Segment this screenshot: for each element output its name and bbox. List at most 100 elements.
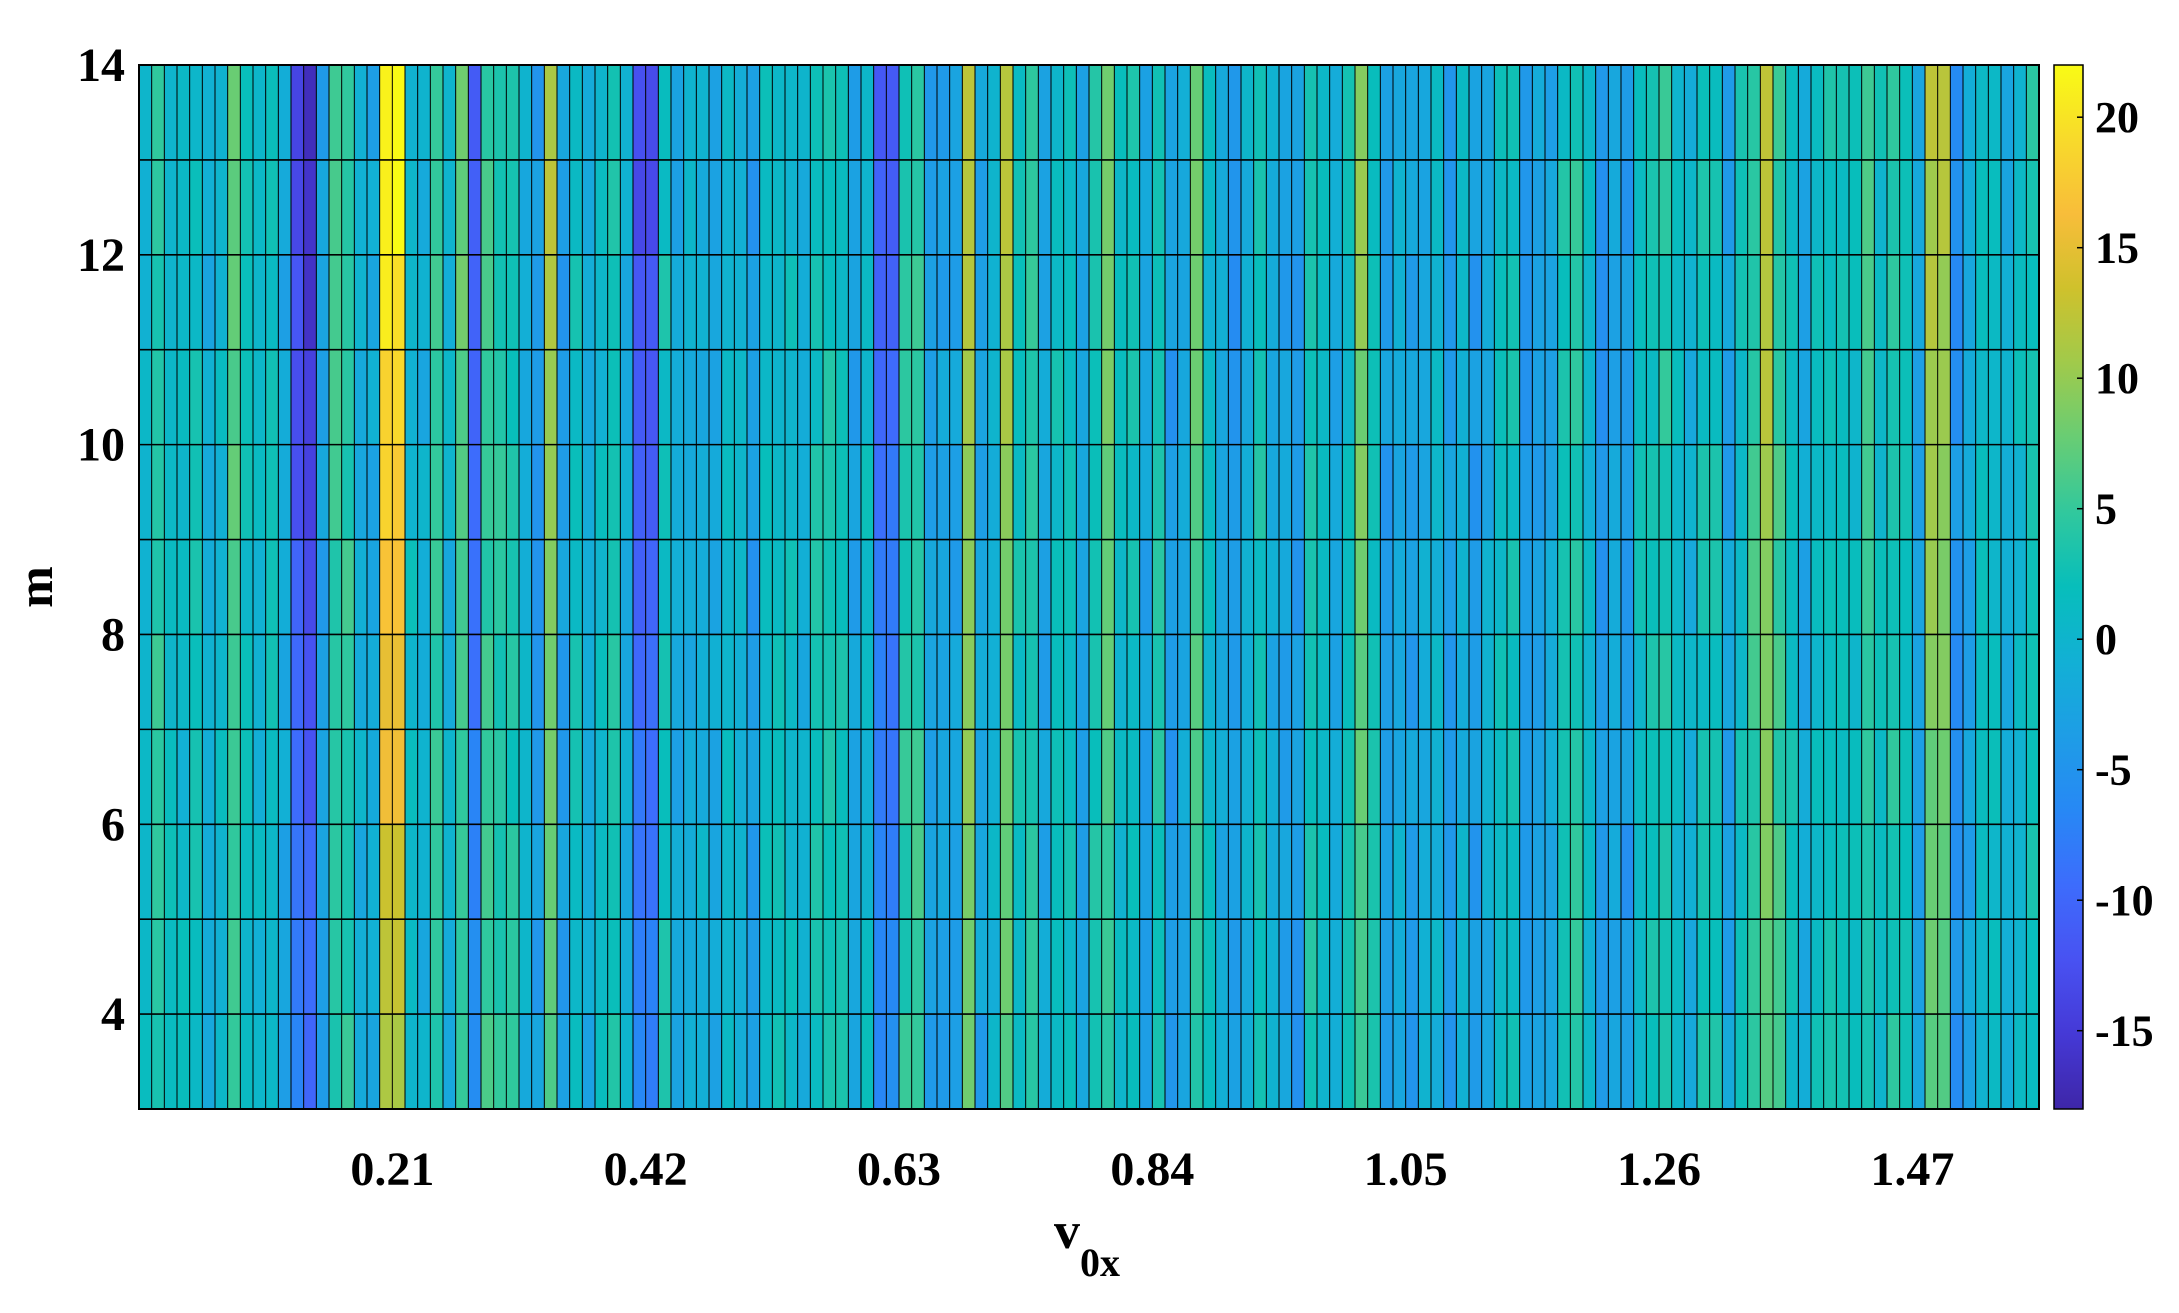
heatmap-cell [557,919,570,1015]
heatmap-cell [1038,824,1051,920]
heatmap-cell [1836,65,1849,160]
heatmap-cell [1279,65,1292,160]
heatmap-cell [291,919,304,1015]
heatmap-cell [645,159,659,255]
heatmap-cell [506,919,519,1015]
heatmap-cell [1507,159,1520,255]
heatmap-cell [734,824,747,920]
heatmap-cell [1709,729,1723,825]
heatmap-cell [367,919,380,1015]
heatmap-cell [1570,824,1583,920]
heatmap-cell [278,349,291,445]
heatmap-cell [645,349,659,445]
heatmap-cell [810,634,823,730]
heatmap-cell [506,65,519,160]
heatmap-cell [797,65,811,160]
heatmap-cell [341,159,355,255]
heatmap-cell [1000,824,1013,920]
heatmap-cell [1798,919,1811,1015]
heatmap-cell [1659,65,1672,160]
heatmap-cell [2026,539,2039,635]
heatmap-cell [1608,254,1621,350]
heatmap-cell [1823,539,1837,635]
heatmap-cell [303,1014,317,1109]
heatmap-cell [177,824,190,920]
heatmap-cell [468,1014,481,1109]
heatmap-cell [1633,1014,1647,1109]
heatmap-cell [1342,539,1355,635]
heatmap-cell [1621,349,1634,445]
heatmap-cell [823,1014,836,1109]
heatmap-cell [1975,634,1989,730]
heatmap-cell [1773,634,1786,730]
heatmap-cell [1443,1014,1457,1109]
heatmap-cell [202,254,215,350]
heatmap-cell [1988,349,2001,445]
heatmap-cell [455,539,469,635]
heatmap-cell [1063,824,1077,920]
colorbar-tick-label: 0 [2095,615,2117,664]
heatmap-cell [1481,634,1495,730]
heatmap-cell [1165,634,1178,730]
heatmap-cell [721,65,735,160]
heatmap-cell [1367,159,1381,255]
heatmap-cell [1253,65,1267,160]
heatmap-cell [1051,1014,1064,1109]
heatmap-cell [924,539,937,635]
heatmap-cell [1443,919,1457,1015]
heatmap-cell [886,634,899,730]
colorbar-tick-label: -10 [2095,876,2154,925]
heatmap-cell [1291,919,1305,1015]
heatmap-cell [569,159,583,255]
heatmap-cell [1456,824,1469,920]
heatmap-cell [772,1014,785,1109]
heatmap-cell [810,919,823,1015]
heatmap-cell [278,444,291,540]
heatmap-cell [1355,444,1368,540]
heatmap-cell [1431,65,1444,160]
heatmap-cell [1583,1014,1596,1109]
heatmap-cell [1380,919,1393,1015]
heatmap-cell [1443,159,1457,255]
heatmap-cell [1443,824,1457,920]
heatmap-cell [443,1014,456,1109]
heatmap-cell [1621,729,1634,825]
heatmap-cell [1519,444,1533,540]
heatmap-cell [557,729,570,825]
heatmap-cell [1127,444,1140,540]
heatmap-cell [848,254,861,350]
heatmap-cell [1025,729,1039,825]
heatmap-cell [1963,65,1976,160]
heatmap-cell [1684,254,1697,350]
heatmap-cell [797,824,811,920]
heatmap-cell [303,444,317,540]
heatmap-cell [1633,919,1647,1015]
heatmap-cell [747,824,760,920]
heatmap-cell [582,444,595,540]
heatmap-cell [1304,1014,1317,1109]
heatmap-cell [1570,1014,1583,1109]
heatmap-cell [607,824,621,920]
heatmap-cell [2013,539,2027,635]
heatmap-cell [202,824,215,920]
heatmap-cell [1570,539,1583,635]
heatmap-cell [1279,539,1292,635]
heatmap-cell [468,349,481,445]
heatmap-cell [1507,634,1520,730]
heatmap-cell [354,539,367,635]
heatmap-cell [1304,349,1317,445]
heatmap-cell [1988,634,2001,730]
heatmap-cell [316,539,329,635]
heatmap-cell [278,919,291,1015]
heatmap-cell [151,159,165,255]
heatmap-cell [1798,159,1811,255]
heatmap-cell [139,349,152,445]
heatmap-cell [949,824,963,920]
heatmap-cell [1342,919,1355,1015]
heatmap-cell [569,254,583,350]
heatmap-cell [1405,729,1419,825]
heatmap-cell [1241,634,1254,730]
heatmap-cell [291,729,304,825]
heatmap-cell [1342,349,1355,445]
heatmap-cell [1393,254,1406,350]
